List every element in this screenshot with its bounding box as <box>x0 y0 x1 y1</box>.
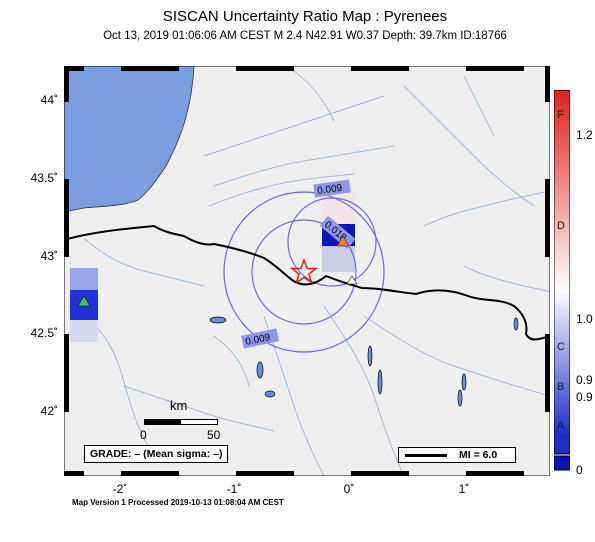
lat-tick-43: 43˚ <box>40 249 58 263</box>
coastline <box>64 66 195 213</box>
grade-label: GRADE: – (Mean sigma: –) <box>84 445 229 463</box>
contour-label-1: 0.009 <box>317 183 344 197</box>
ocean-area <box>64 66 194 212</box>
colorbar-letter-b: B <box>557 381 565 393</box>
station-triangle-green <box>77 295 91 307</box>
colorbar-value-3: 0.9 <box>576 373 593 387</box>
colorbar-value-1: 1.2 <box>576 128 593 142</box>
colorbar-value-5: 0 <box>576 463 583 477</box>
map-frame-border <box>64 66 550 476</box>
lat-tick-42-5: 42.5˚ <box>30 326 58 340</box>
map-title: SISCAN Uncertainty Ratio Map : Pyrenees <box>162 8 448 25</box>
country-border <box>64 224 550 341</box>
lon-tick-1: 1˚ <box>458 482 470 496</box>
map-canvas[interactable]: 0.009 0.018 0.009 <box>64 66 550 476</box>
lat-tick-43-5: 43.5˚ <box>30 171 58 185</box>
station-triangle-orange <box>336 235 350 247</box>
mi-line <box>405 454 447 457</box>
scale-left-label: 0 <box>140 428 147 442</box>
mi-label: MI = 6.0 <box>459 449 498 461</box>
colorbar-value-4: 0.9 <box>576 390 593 404</box>
lat-tick-42: 42˚ <box>40 404 58 418</box>
lon-tick-m2: -2˚ <box>112 482 128 496</box>
contour-label-3: 0.009 <box>244 332 271 348</box>
scale-right-label: 50 <box>207 428 221 442</box>
station-triangle-open <box>346 275 358 285</box>
colorbar-letter-d: D <box>557 220 565 232</box>
colorbar <box>554 90 570 471</box>
lon-tick-0: 0˚ <box>343 482 355 496</box>
lakes <box>209 316 519 407</box>
event-subtitle: Oct 13, 2019 01:06:06 AM CEST M 2.4 N42.… <box>103 30 507 42</box>
uncertainty-contours <box>223 191 385 353</box>
lat-tick-44: 44˚ <box>40 93 58 107</box>
contour-labels: 0.009 0.018 0.009 <box>241 179 356 349</box>
colorbar-letter-f: F <box>557 109 564 121</box>
star-icon <box>289 257 319 285</box>
footer-processed: Map Version 1 Processed 2019-10-13 01:08… <box>72 498 284 507</box>
colorbar-letter-c: C <box>557 341 565 353</box>
colorbar-letter-a: A <box>557 420 565 432</box>
scale-bar <box>144 419 218 425</box>
scale-unit: km <box>170 398 188 413</box>
colorbar-value-2: 1.0 <box>576 312 593 326</box>
lon-tick-m1: -1˚ <box>226 482 242 496</box>
mi-legend: MI = 6.0 <box>398 447 516 463</box>
